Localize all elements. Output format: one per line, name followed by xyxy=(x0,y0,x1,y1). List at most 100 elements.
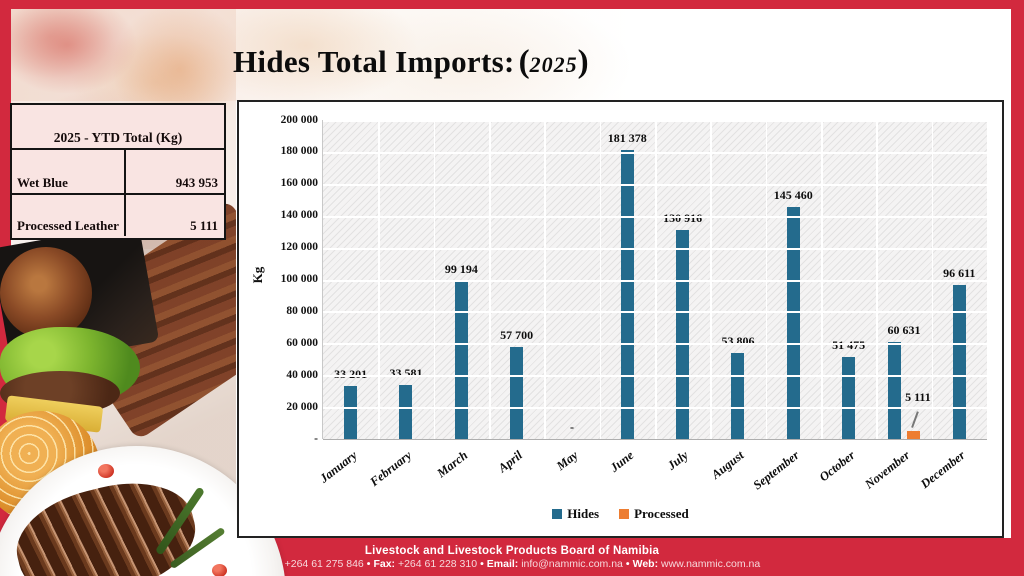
ytd-row-label: Processed Leather xyxy=(17,218,119,233)
bar-value-label: - xyxy=(569,420,574,434)
gridline xyxy=(378,120,380,439)
footer-contact-value: www.nammic.com.na xyxy=(660,557,761,570)
bar-value-label: 181 378 xyxy=(607,130,647,145)
gridline xyxy=(489,120,491,439)
bar-value-label: 51 475 xyxy=(832,338,865,352)
footer-contact-label: Email: xyxy=(486,557,522,570)
x-axis-line xyxy=(323,438,987,440)
hides-bar xyxy=(620,149,634,439)
bar-value-label: 53 806 xyxy=(721,334,755,349)
month-label: April xyxy=(495,448,526,476)
table-row: Wet Blue 943 953 xyxy=(12,150,224,193)
y-tick-label: - xyxy=(314,432,318,445)
title-year: 2025 xyxy=(529,52,578,77)
y-tick-label: 180 000 xyxy=(280,145,318,158)
gridline xyxy=(821,120,823,439)
processed-legend-swatch xyxy=(619,509,630,519)
month-label: October xyxy=(816,448,858,485)
month-label: July xyxy=(665,448,692,473)
page-title-text: Hides Total Imports: xyxy=(233,44,515,79)
bar-value-label: 99 194 xyxy=(444,261,478,276)
title-paren-close: ) xyxy=(577,44,589,80)
month-slot-april: 57 700 April xyxy=(489,120,544,475)
cherry-tomato xyxy=(98,464,114,478)
hides-bar xyxy=(842,356,856,439)
roast-meat xyxy=(0,247,92,339)
bar-value-label: 60 631 xyxy=(887,323,921,338)
bar-value-label: 33 201 xyxy=(334,367,368,382)
footer-separator: • xyxy=(625,557,630,570)
hides-bar xyxy=(952,284,966,439)
footer-organization: Livestock and Livestock Products Board o… xyxy=(364,544,660,557)
hides-bar xyxy=(454,280,468,439)
bar-value-label: 145 460 xyxy=(773,188,813,202)
month-slot-march: 99 194 March xyxy=(434,120,489,480)
hides-bar xyxy=(887,342,901,439)
footer-contact-value: info@nammic.com.na xyxy=(521,557,623,570)
hides-bar xyxy=(786,207,800,439)
ytd-row-value: 5 111 xyxy=(124,195,224,236)
footer-separator: • xyxy=(366,557,371,570)
chart-legend: Hides Processed xyxy=(239,506,1002,522)
y-tick-label: 140 000 xyxy=(280,209,318,222)
table-row: Processed Leather 5 111 xyxy=(12,193,224,236)
bar-value-label: 33 581 xyxy=(389,366,423,381)
y-tick-label: 200 000 xyxy=(280,113,318,126)
legend-label: Hides xyxy=(567,506,600,521)
bar-value-label: 57 700 xyxy=(500,327,534,342)
footer-contact-value: +264 61 275 846 xyxy=(284,557,364,570)
gridline xyxy=(655,120,657,439)
month-label: February xyxy=(367,448,415,489)
processed-bar xyxy=(906,430,920,439)
page-border-top xyxy=(0,0,1024,9)
hides-legend-swatch xyxy=(552,509,563,519)
y-axis: 200 000 180 000 160 000 140 000 120 000 100 0… xyxy=(239,102,318,462)
month-slot-september: 145 460 September xyxy=(751,120,821,493)
footer-contact-label: Web: xyxy=(632,557,661,570)
gridline xyxy=(765,120,768,439)
page-title: Hides Total Imports: (2025) xyxy=(233,44,589,81)
y-tick-label: 100 000 xyxy=(280,273,318,285)
gridline xyxy=(433,120,436,439)
y-tick-label: 160 000 xyxy=(280,177,318,190)
month-slot-december: 96 611 December xyxy=(918,120,987,491)
month-label: September xyxy=(750,448,802,493)
month-slot-january: 33 201 January xyxy=(317,120,378,486)
gridline xyxy=(710,120,712,439)
footer-contact-value: +264 61 228 310 xyxy=(397,557,478,570)
ytd-row-label: Wet Blue xyxy=(17,175,68,190)
bar-value-label: 96 611 xyxy=(943,265,976,280)
month-label: August xyxy=(708,448,747,482)
hides-bar xyxy=(676,230,690,439)
footer-contact-label: Fax: xyxy=(373,557,398,570)
label-leader-line xyxy=(911,411,919,428)
ytd-table-header: 2025 - YTD Total (Kg) xyxy=(12,105,224,150)
month-slot-july: 130 916 July xyxy=(655,120,710,473)
plot-area: 33 201 January 33 581 February 99 194 March 57… xyxy=(317,120,987,493)
ytd-row-value: 943 953 xyxy=(124,150,224,193)
footer-separator: • xyxy=(480,557,484,570)
month-label: May xyxy=(553,448,581,474)
month-slot-may: - May xyxy=(544,120,599,474)
gridline xyxy=(931,120,934,439)
month-label: December xyxy=(918,448,968,492)
page-border-right xyxy=(1011,0,1024,576)
month-label: November xyxy=(862,448,913,492)
hides-bar xyxy=(344,386,358,439)
processed-value-label: 5 111 xyxy=(905,389,931,404)
gridline xyxy=(876,120,878,439)
legend-item-processed: Processed xyxy=(619,506,689,522)
ytd-table: 2025 - YTD Total (Kg) Wet Blue 943 953 P… xyxy=(10,103,226,240)
gridline xyxy=(599,120,602,439)
hides-bar xyxy=(731,353,745,439)
legend-label: Processed xyxy=(634,506,689,521)
footer-contacts: Tel: +264 61 275 846•Fax: +264 61 228 31… xyxy=(264,558,760,570)
month-slot-november: 60 631 5 111 November xyxy=(862,120,931,492)
y-tick-label: 80 000 xyxy=(286,304,318,317)
hides-bar xyxy=(510,346,524,439)
bar-slots: 33 201 January 33 581 February 99 194 March 57… xyxy=(317,120,987,493)
cherry-tomato xyxy=(212,564,227,576)
chart-panel: Kg 200 000 180 000 160 000 140 000 120 000 10… xyxy=(237,100,1004,538)
month-label: June xyxy=(607,448,636,475)
